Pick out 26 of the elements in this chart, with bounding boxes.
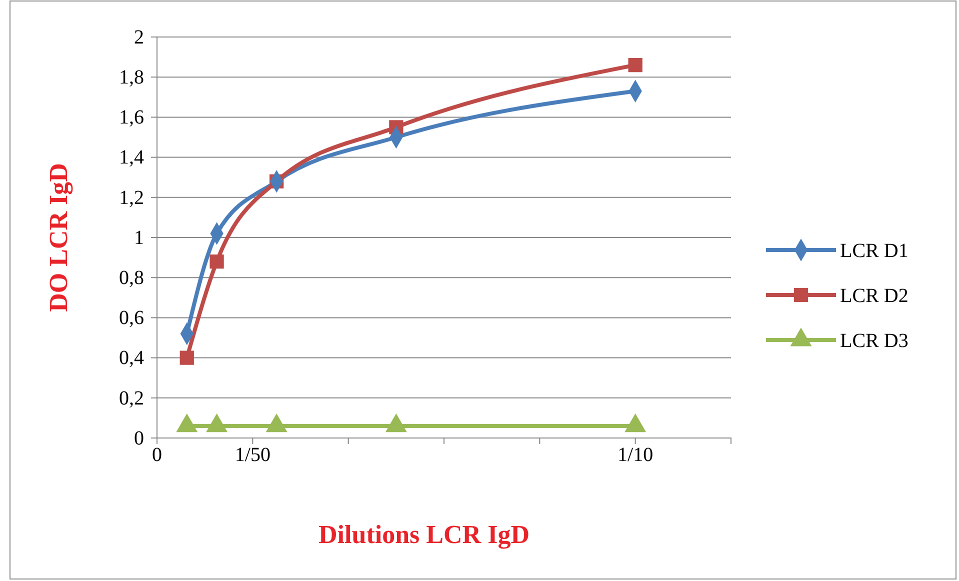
x-tick-label: 1/10 <box>618 444 654 466</box>
y-tick-label: 0,8 <box>119 267 144 289</box>
point <box>206 414 228 432</box>
x-tick-label: 1/50 <box>234 444 270 466</box>
legend-label: LCR D2 <box>840 285 908 307</box>
legend-label: LCR D1 <box>840 240 908 262</box>
y-tick-label: 1 <box>134 226 144 249</box>
point <box>628 58 642 72</box>
y-tick-label: 0 <box>134 427 144 450</box>
point <box>266 414 288 432</box>
x-tick-label: 0 <box>152 444 162 466</box>
y-tick-label: 1,8 <box>119 66 144 88</box>
y-tick-label: 1,6 <box>119 106 144 129</box>
x-axis-title: Dilutions LCR IgD <box>318 520 530 549</box>
y-tick-label: 1,4 <box>119 146 144 169</box>
y-tick-label: 2 <box>134 26 144 48</box>
y-axis-title: DO LCR IgD <box>44 163 73 312</box>
y-tick-label: 0,4 <box>119 347 144 370</box>
point <box>176 414 198 432</box>
y-tick-label: 1,2 <box>119 186 144 209</box>
point <box>385 414 407 432</box>
y-tick-label: 0,2 <box>119 387 144 410</box>
point <box>210 254 224 269</box>
y-tick-label: 0,6 <box>119 307 144 330</box>
legend-label: LCR D3 <box>840 330 908 352</box>
point <box>624 414 646 432</box>
